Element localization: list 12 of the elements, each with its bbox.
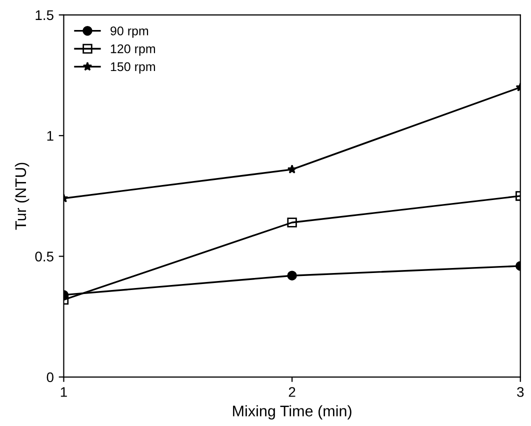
x-tick-label: 1: [60, 387, 67, 397]
y-tick-label: 0.5: [35, 252, 54, 262]
x-tick-label: 2: [288, 387, 296, 397]
y-tick-label: 1.5: [36, 10, 54, 20]
legend-label: 90 rpm: [110, 26, 148, 38]
y-tick-label: 1: [47, 131, 54, 141]
y-tick-label: 0: [46, 372, 54, 382]
x-tick-label: 3: [517, 387, 524, 397]
legend-label: 150 rpm: [110, 62, 155, 74]
y-axis-title: Tur (NTU): [14, 162, 30, 230]
legend-label: 120 rpm: [110, 44, 155, 56]
x-axis-title: Mixing Time (min): [233, 405, 352, 420]
